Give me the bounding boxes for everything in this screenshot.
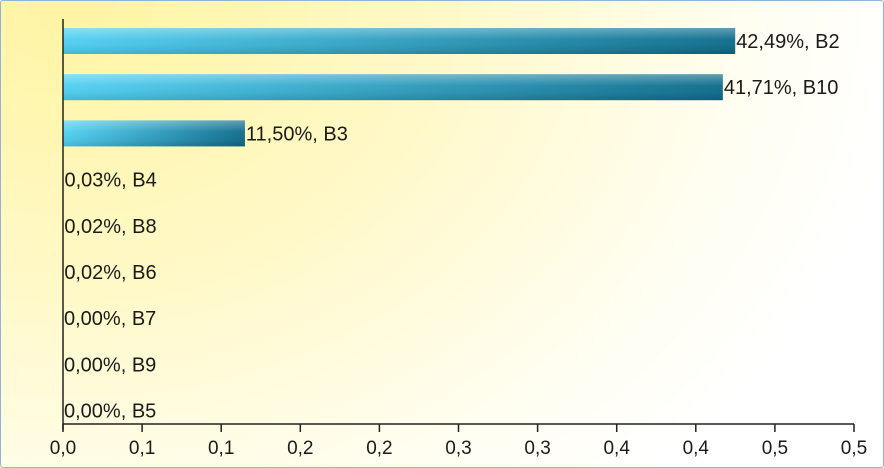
data-label-B5: 0,00%, B5: [64, 401, 156, 423]
x-tick-label: 0,5: [762, 438, 788, 459]
bar-shine-B3: [63, 120, 245, 147]
data-label-B2: 42,49%, B2: [736, 31, 839, 53]
x-tick-label: 0,1: [208, 438, 234, 459]
x-tick-label: 0,3: [445, 438, 471, 459]
x-tick-label: 0,3: [524, 438, 550, 459]
x-tick-label: 0,4: [683, 438, 710, 459]
data-label-B9: 0,00%, B9: [64, 354, 156, 376]
data-label-B3: 11,50%, B3: [246, 123, 348, 145]
data-label-B10: 41,71%, B10: [724, 77, 839, 99]
bar-shine-B10: [63, 74, 723, 101]
bar-shine-B2: [63, 28, 736, 54]
bars-layer: [63, 28, 736, 147]
x-tick-label: 0,4: [603, 438, 630, 459]
data-label-B7: 0,00%, B7: [64, 308, 156, 330]
data-label-B6: 0,02%, B6: [64, 262, 156, 284]
x-tick-label: 0,2: [366, 438, 392, 459]
data-labels-layer: 42,49%, B2 41,71%, B10 11,50%, B3 0,03%, B4…: [64, 31, 840, 423]
x-tick-label: 0,0: [50, 438, 76, 459]
x-tick-label: 0,5: [841, 438, 867, 459]
data-label-B8: 0,02%, B8: [64, 216, 156, 238]
axes-layer: 0,0 0,1 0,1 0,2 0,2 0,3 0,3 0,4 0,4 0,5 0,5: [50, 19, 867, 459]
x-tick-label: 0,1: [129, 438, 155, 459]
data-label-B4: 0,03%, B4: [64, 170, 156, 192]
x-tick-label: 0,2: [287, 438, 313, 459]
